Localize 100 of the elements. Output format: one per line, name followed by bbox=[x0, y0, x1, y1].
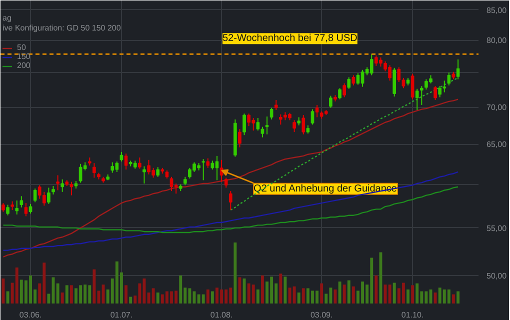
ref-line-label: 52-Wochenhoch bei 77,8 USD bbox=[222, 33, 358, 44]
bar bbox=[320, 283, 324, 304]
candlestick bbox=[238, 128, 242, 148]
bar bbox=[129, 296, 132, 304]
candlestick bbox=[33, 188, 37, 203]
bar bbox=[47, 294, 50, 304]
candlestick bbox=[420, 86, 424, 106]
x-tick-label: 01.10. bbox=[401, 310, 424, 320]
candlestick bbox=[224, 177, 228, 188]
bar bbox=[434, 292, 437, 304]
bar bbox=[206, 289, 210, 304]
bar bbox=[416, 283, 419, 304]
line-series bbox=[2, 171, 459, 251]
x-tick-label: 01.08. bbox=[210, 310, 233, 320]
bar bbox=[156, 292, 160, 304]
x-tick-label: 03.06. bbox=[19, 310, 42, 320]
bar bbox=[279, 274, 282, 304]
candlestick bbox=[242, 113, 246, 136]
text: ive Konfiguration: GD 50 150 200 bbox=[2, 24, 122, 32]
bar bbox=[347, 280, 350, 304]
bar bbox=[102, 284, 105, 304]
candlestick bbox=[142, 166, 146, 184]
candlestick bbox=[47, 187, 50, 204]
candlestick bbox=[110, 162, 114, 174]
candlestick bbox=[415, 88, 419, 110]
candlestick bbox=[20, 196, 24, 208]
candlestick bbox=[28, 203, 32, 214]
candlestick bbox=[352, 74, 356, 86]
bar bbox=[406, 289, 410, 304]
y-tick-label: 70,00 bbox=[486, 103, 508, 112]
candlestick bbox=[24, 202, 28, 217]
bar bbox=[338, 282, 342, 304]
text: ag bbox=[2, 14, 12, 22]
bar bbox=[411, 285, 414, 304]
candlestick bbox=[397, 66, 401, 82]
y-tick-label: 55,00 bbox=[486, 224, 508, 233]
bar bbox=[452, 294, 455, 304]
candlestick bbox=[302, 114, 306, 135]
bar bbox=[238, 277, 242, 304]
candlestick bbox=[315, 104, 319, 118]
candlestick bbox=[410, 73, 414, 100]
bar bbox=[447, 289, 450, 304]
bar bbox=[402, 282, 405, 304]
candlestick bbox=[370, 54, 374, 76]
candlestick bbox=[228, 190, 232, 211]
candlestick bbox=[120, 152, 124, 162]
candlestick bbox=[447, 72, 451, 86]
bar bbox=[292, 286, 296, 304]
bar bbox=[56, 283, 60, 304]
bar bbox=[252, 284, 255, 304]
bar bbox=[179, 275, 182, 304]
candlestick bbox=[15, 200, 19, 215]
bar bbox=[297, 292, 300, 304]
bar bbox=[70, 285, 73, 304]
bar bbox=[92, 269, 96, 304]
candlestick bbox=[274, 100, 278, 110]
bar bbox=[302, 288, 305, 304]
candlestick bbox=[6, 204, 10, 216]
bar bbox=[388, 284, 392, 304]
candlestick bbox=[265, 116, 269, 135]
bar bbox=[379, 252, 382, 304]
bar bbox=[284, 276, 287, 304]
candlestick bbox=[392, 67, 396, 97]
line-series bbox=[2, 98, 459, 258]
line-series bbox=[2, 186, 459, 234]
candlestick bbox=[156, 166, 160, 178]
legend-label: 150 bbox=[17, 52, 32, 61]
candlestick bbox=[256, 117, 260, 132]
candlestick bbox=[202, 158, 206, 181]
x-tick-label: 01.07. bbox=[110, 310, 133, 320]
x-tick-label: 03.09. bbox=[310, 310, 333, 320]
legend-label: 50 bbox=[17, 43, 27, 52]
candlestick bbox=[92, 162, 96, 178]
bar bbox=[60, 292, 64, 304]
y-tick-label: 85,00 bbox=[486, 6, 508, 15]
candlestick bbox=[56, 174, 60, 191]
bar bbox=[242, 278, 246, 304]
y-tick-label: 65,00 bbox=[486, 140, 508, 150]
bar bbox=[342, 284, 346, 304]
bar bbox=[202, 294, 205, 304]
bar bbox=[6, 291, 10, 304]
candlestick bbox=[329, 95, 332, 108]
legend-label: 200 bbox=[17, 61, 32, 70]
bar bbox=[456, 291, 460, 304]
y-tick-label: 80,00 bbox=[486, 36, 508, 46]
candlestick bbox=[434, 86, 437, 101]
candlestick bbox=[292, 120, 296, 133]
candlestick bbox=[456, 58, 460, 80]
bar bbox=[210, 291, 214, 304]
bar bbox=[152, 288, 155, 304]
candlestick bbox=[342, 82, 346, 98]
candlestick bbox=[310, 108, 314, 126]
candlestick bbox=[60, 178, 64, 192]
candlestick bbox=[206, 158, 210, 168]
bar bbox=[234, 242, 237, 304]
bar bbox=[124, 285, 128, 304]
bar bbox=[15, 268, 18, 304]
candlestick bbox=[347, 76, 351, 90]
candlestick bbox=[124, 153, 128, 170]
bar bbox=[260, 275, 264, 304]
